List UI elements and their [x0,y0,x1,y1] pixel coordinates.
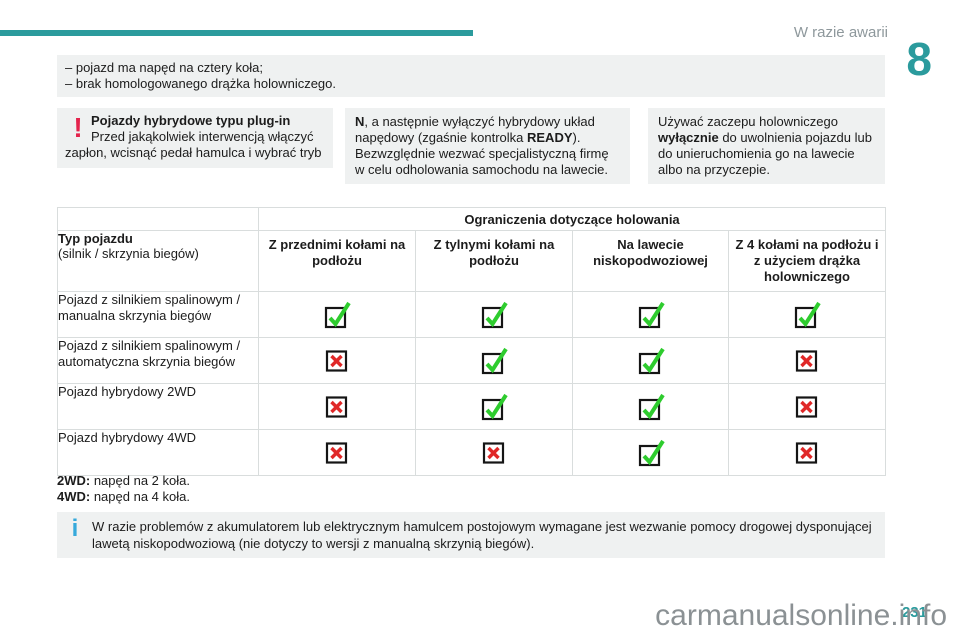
chapter-number: 8 [906,33,932,85]
check-icon [481,393,508,420]
allowed-cell [572,337,729,384]
table-row: Pojazd z silnikiem spalinowym / automaty… [57,337,887,384]
warning-text: Przed jakąkolwiek interwencją włączyć za… [65,129,322,160]
intro-bullet: – brak homologowanego drążka holowniczeg… [65,76,337,91]
cross-icon [482,441,505,464]
header-rule [0,30,473,36]
table-title-row: Ograniczenia dotyczące holowania [57,207,887,231]
check-icon [638,439,665,466]
row-label: Pojazd z silnikiem spalinowym / manualna… [57,291,259,338]
allowed-cell [572,383,729,430]
exclamation-icon: ! [73,112,83,143]
info-text: W razie problemów z akumulatorem lub ele… [92,519,872,551]
legend-definition: napęd na 4 koła. [90,489,190,504]
watermark: carmanualsonline.info [655,599,947,632]
cross-icon [795,395,818,418]
forbidden-cell [258,383,416,430]
hook-note-emphasis: wyłącznie [658,130,719,145]
table-header-row: Typ pojazdu (silnik / skrzynia biegów) Z… [57,230,887,292]
towing-restrictions-table: Ograniczenia dotyczące holowania Typ poj… [57,207,887,476]
column-header: Z 4 kołami na podłożu i z użyciem drążka… [727,230,887,292]
continuation-text-tail: ). Bezwzględnie wezwać specjalistyczną f… [355,130,609,177]
forbidden-cell [727,429,887,476]
continuation-text: , a następnie wyłączyć hybrydowy układ n… [355,114,595,145]
check-icon [481,301,508,328]
cross-icon [325,441,348,464]
column-header: Na lawecie niskopodwoziowej [572,230,729,292]
ready-indicator-label: READY [527,130,573,145]
row-label: Pojazd hybrydowy 2WD [57,383,259,430]
cross-icon [795,441,818,464]
corner-cell [57,207,259,231]
check-icon [638,301,665,328]
warning-box: ! Pojazdy hybrydowe typu plug-in Przed j… [57,108,333,168]
section-header: W razie awarii [793,24,888,41]
check-icon [638,393,665,420]
gear-mode-n: N [355,114,365,129]
column-header: Z tylnymi kołami na podłożu [415,230,573,292]
table-title: Ograniczenia dotyczące holowania [257,207,887,231]
table-row: Pojazd hybrydowy 4WD [57,429,887,476]
check-icon [638,347,665,374]
allowed-cell [727,291,887,338]
info-icon: i [71,515,79,542]
allowed-cell [258,291,416,338]
table-row: Pojazd hybrydowy 2WD [57,383,887,430]
table-body: Pojazd z silnikiem spalinowym / manualna… [57,291,887,476]
check-icon [324,301,351,328]
intro-bullet: – pojazd ma napęd na cztery koła; [65,60,264,75]
row-header-subtitle: (silnik / skrzynia biegów) [58,246,199,261]
cross-icon [325,349,348,372]
forbidden-cell [258,337,416,384]
drive-legend: 2WD: napęd na 2 koła. 4WD: napęd na 4 ko… [57,473,190,505]
allowed-cell [572,291,729,338]
allowed-cell [415,383,573,430]
legend-line: 2WD: napęd na 2 koła. [57,473,190,489]
row-label: Pojazd hybrydowy 4WD [57,429,259,476]
legend-line: 4WD: napęd na 4 koła. [57,489,190,505]
warning-continuation-box: N, a następnie wyłączyć hybrydowy układ … [345,108,630,184]
row-header-title: Typ pojazdu [58,231,133,246]
row-header-cell: Typ pojazdu (silnik / skrzynia biegów) [57,230,259,292]
check-icon [794,301,821,328]
cross-icon [325,395,348,418]
page-number: 231 [901,604,927,621]
forbidden-cell [727,337,887,384]
cross-icon [795,349,818,372]
allowed-cell [415,337,573,384]
legend-term: 2WD: [57,473,91,488]
forbidden-cell [415,429,573,476]
forbidden-cell [258,429,416,476]
column-header: Z przednimi kołami na podłożu [258,230,416,292]
table-row: Pojazd z silnikiem spalinowym / manualna… [57,291,887,338]
hook-note-text-tail: do uwolnienia pojazdu lub do unieruchomi… [658,130,872,177]
info-box: i W razie problemów z akumulatorem lub e… [57,512,885,558]
legend-term: 4WD: [57,489,91,504]
warning-title: Pojazdy hybrydowe typu plug-in [91,113,291,128]
forbidden-cell [727,383,887,430]
towing-hook-note-box: Używać zaczepu holowniczego wyłącznie do… [648,108,885,184]
hook-note-text: Używać zaczepu holowniczego [658,114,838,129]
intro-notes-box: – pojazd ma napęd na cztery koła; – brak… [57,55,885,97]
allowed-cell [415,291,573,338]
legend-definition: napęd na 2 koła. [90,473,190,488]
allowed-cell [572,429,729,476]
row-label: Pojazd z silnikiem spalinowym / automaty… [57,337,259,384]
check-icon [481,347,508,374]
